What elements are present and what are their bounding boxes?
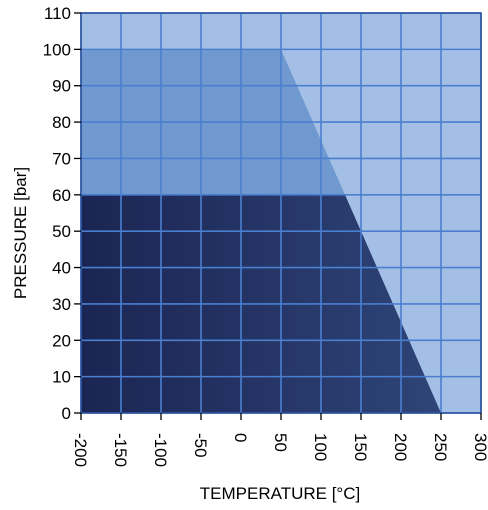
y-tick-label: 30 bbox=[52, 295, 71, 314]
x-tick-label: -200 bbox=[71, 433, 90, 467]
y-tick-label: 50 bbox=[52, 222, 71, 241]
x-tick-label: -150 bbox=[111, 433, 130, 467]
chart-ticks bbox=[74, 12, 482, 420]
y-tick-label: 20 bbox=[52, 331, 71, 350]
y-tick-label: 110 bbox=[44, 4, 71, 23]
y-tick-label: 0 bbox=[62, 404, 71, 423]
y-tick-label: 10 bbox=[52, 368, 71, 387]
x-tick-label: 150 bbox=[351, 433, 370, 461]
y-tick-label: 40 bbox=[52, 259, 71, 278]
x-tick-label: 100 bbox=[311, 433, 330, 461]
x-tick-label: -50 bbox=[191, 433, 210, 458]
y-tick-label: 80 bbox=[52, 113, 71, 132]
y-tick-label: 100 bbox=[43, 40, 71, 59]
y-tick-label: 90 bbox=[52, 77, 71, 96]
y-tick-label: 60 bbox=[52, 186, 71, 205]
x-tick-label: 0 bbox=[231, 433, 250, 442]
y-tick-label: 70 bbox=[52, 149, 71, 168]
x-tick-label: -100 bbox=[151, 433, 170, 467]
x-tick-label: 200 bbox=[391, 433, 410, 461]
chart-tick-labels: 0 10 20 30 40 50 60 70 80 90 100 110 -200 -150 -100 -50… bbox=[43, 4, 488, 467]
x-tick-label: 250 bbox=[431, 433, 450, 461]
x-tick-label: 50 bbox=[271, 433, 290, 452]
y-axis-label: PRESSURE [bar] bbox=[11, 167, 30, 299]
x-axis-label: TEMPERATURE [°C] bbox=[200, 484, 360, 503]
x-tick-label: 300 bbox=[471, 433, 488, 461]
